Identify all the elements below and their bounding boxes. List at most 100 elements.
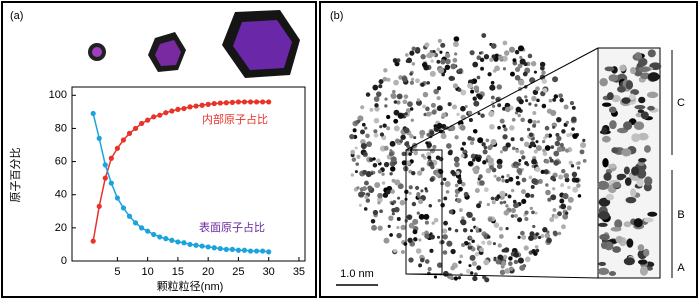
atom — [373, 129, 378, 134]
atom — [502, 254, 508, 260]
atom — [525, 99, 529, 103]
atom — [623, 166, 630, 175]
marker — [175, 239, 181, 245]
atom — [553, 94, 559, 99]
atom — [476, 75, 481, 80]
atom — [514, 213, 518, 218]
atom — [448, 209, 454, 215]
atom — [541, 70, 546, 75]
atom — [439, 50, 443, 54]
atom — [463, 241, 469, 246]
atom — [390, 156, 397, 163]
atom — [390, 93, 397, 99]
atom — [537, 178, 543, 184]
atom — [556, 211, 562, 217]
atom — [506, 173, 510, 178]
marker — [241, 99, 248, 105]
particle-large-core — [233, 20, 292, 70]
atom — [442, 228, 448, 234]
atom — [417, 170, 423, 176]
atom — [637, 259, 648, 265]
atom — [499, 190, 506, 197]
atom — [427, 155, 432, 160]
atom — [351, 157, 357, 162]
atom — [603, 172, 612, 181]
atom — [634, 104, 646, 110]
atom — [597, 222, 608, 227]
atom — [391, 212, 395, 216]
atom — [499, 118, 505, 124]
atom — [403, 127, 410, 134]
atom — [562, 213, 569, 220]
marker — [175, 106, 181, 112]
atom — [640, 111, 649, 120]
atom — [381, 172, 385, 176]
atom — [567, 185, 571, 190]
marker — [102, 162, 108, 168]
atom — [623, 121, 633, 131]
atom — [608, 270, 617, 277]
atom — [574, 177, 580, 183]
atom — [600, 241, 608, 249]
atom — [556, 135, 562, 142]
atom — [510, 214, 515, 218]
atom — [625, 196, 637, 204]
atom — [572, 133, 578, 139]
atom — [566, 205, 572, 211]
y-axis-label: 原子百分比 — [9, 148, 22, 203]
atom — [475, 156, 482, 163]
atom — [433, 275, 438, 279]
atom — [473, 85, 480, 91]
atom — [407, 101, 413, 107]
atom — [426, 52, 433, 59]
atom — [481, 142, 486, 147]
atom — [529, 141, 536, 147]
atom — [372, 157, 376, 161]
atom — [410, 118, 414, 122]
atom — [477, 137, 484, 144]
atom-cluster — [349, 33, 587, 283]
atom — [564, 177, 570, 183]
atom — [440, 202, 445, 208]
atom — [415, 185, 420, 190]
atom — [498, 55, 504, 61]
atom — [356, 119, 361, 124]
atom — [389, 172, 393, 176]
atom — [418, 213, 425, 220]
atom — [356, 154, 361, 159]
atom — [552, 98, 557, 102]
atom — [490, 196, 495, 201]
atom — [430, 164, 435, 170]
atom — [467, 82, 473, 89]
atom — [460, 219, 465, 225]
atom — [624, 177, 632, 186]
atom — [597, 267, 610, 276]
atom — [471, 217, 476, 222]
atom — [487, 145, 493, 151]
marker — [126, 130, 133, 136]
atom — [375, 91, 382, 97]
atom — [532, 119, 537, 125]
atom — [530, 184, 535, 189]
atom — [639, 266, 648, 276]
atom — [503, 210, 510, 216]
marker — [181, 105, 187, 112]
atom — [638, 96, 646, 104]
atom — [460, 89, 467, 96]
y-tick-label: 20 — [55, 222, 67, 234]
x-tick-label: 35 — [293, 266, 305, 278]
atom — [489, 165, 494, 170]
atom — [424, 42, 430, 48]
atom — [544, 133, 550, 138]
atom — [576, 166, 581, 170]
atom — [479, 180, 485, 186]
atom — [539, 61, 546, 68]
atom — [564, 148, 570, 153]
atom — [440, 42, 446, 48]
atom — [514, 164, 519, 169]
atom — [386, 114, 391, 120]
atom — [454, 52, 458, 56]
atom — [505, 204, 509, 208]
atom — [502, 248, 508, 253]
atom — [468, 117, 473, 123]
